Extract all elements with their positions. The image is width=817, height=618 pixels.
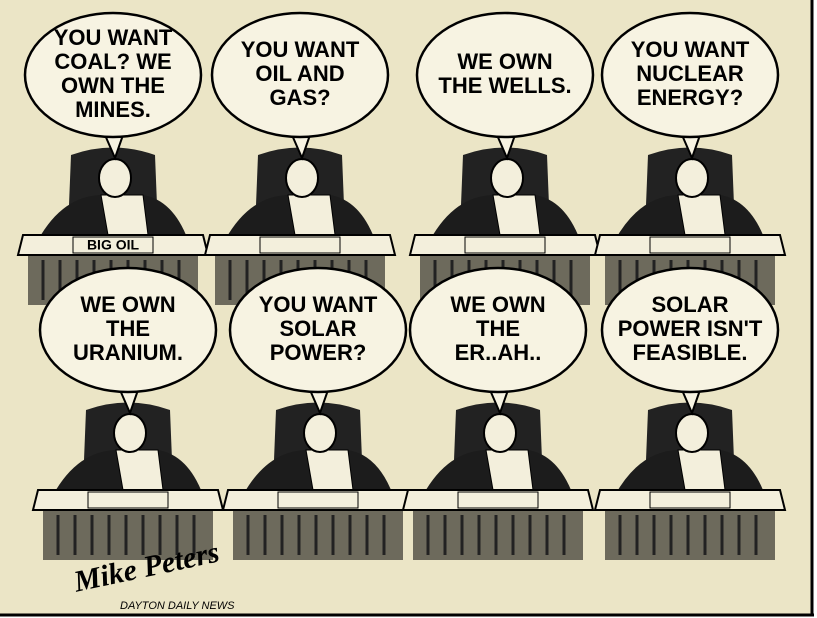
speech-text: YOU WANT [631,37,750,62]
nameplate [72,236,154,254]
nameplate [649,236,731,254]
desk-base [43,510,213,560]
head [303,413,337,453]
speech-text: THE WELLS. [438,73,571,98]
speech-text: GAS? [269,85,330,110]
bubble-tail [291,134,311,161]
speech-bubble [600,11,780,139]
speech-text: COAL? WE [54,49,171,74]
nameplate [649,491,731,509]
desk-base [413,510,583,560]
speech-text: WE OWN [450,292,545,317]
bubble-tail [681,134,701,161]
bubble-tail [681,389,701,416]
speech-text: URANIUM. [73,340,183,365]
bubble-tail [496,134,516,161]
speech-bubble [210,11,390,139]
bubble-tail [489,389,509,416]
head [490,158,524,198]
speech-text: FEASIBLE. [633,340,748,365]
nameplate [259,236,341,254]
speech-text: THE [106,316,150,341]
nameplate [457,491,539,509]
speech-text: OIL AND [255,61,344,86]
speech-text: ER..AH.. [455,340,542,365]
speech-text: SOLAR [652,292,729,317]
head [675,413,709,453]
speech-bubble [38,266,218,394]
speech-bubble [415,11,595,139]
speech-bubble [23,11,203,139]
speech-bubble [228,266,408,394]
speech-text: ENERGY? [637,85,743,110]
speech-text: YOU WANT [259,292,378,317]
desk-base [233,510,403,560]
nameplate [87,491,169,509]
nameplate-text: BIG OIL [87,237,140,253]
speech-text: WE OWN [457,49,552,74]
speech-text: YOU WANT [54,25,173,50]
speech-text: NUCLEAR [636,61,744,86]
credit: DAYTON DAILY NEWS [120,600,235,612]
bubble-tail [119,389,139,416]
speech-text: WE OWN [80,292,175,317]
speech-text: OWN THE [61,73,165,98]
shirt [287,194,336,236]
head [113,413,147,453]
speech-text: YOU WANT [241,37,360,62]
head [98,158,132,198]
speech-text: THE [476,316,520,341]
shirt [677,194,726,236]
speech-bubble [408,266,588,394]
speech-text: SOLAR [280,316,357,341]
nameplate [277,491,359,509]
nameplate [464,236,546,254]
shirt [115,449,164,491]
speech-text: POWER ISN'T [618,316,763,341]
shirt [677,449,726,491]
shirt [305,449,354,491]
head [285,158,319,198]
shirt [485,449,534,491]
shirt [492,194,541,236]
speech-bubble [600,266,780,394]
bubble-tail [104,134,124,161]
head [483,413,517,453]
speech-text: POWER? [270,340,367,365]
desk-base [605,510,775,560]
speech-text: MINES. [75,97,151,122]
shirt [100,194,149,236]
head [675,158,709,198]
bubble-tail [309,389,329,416]
